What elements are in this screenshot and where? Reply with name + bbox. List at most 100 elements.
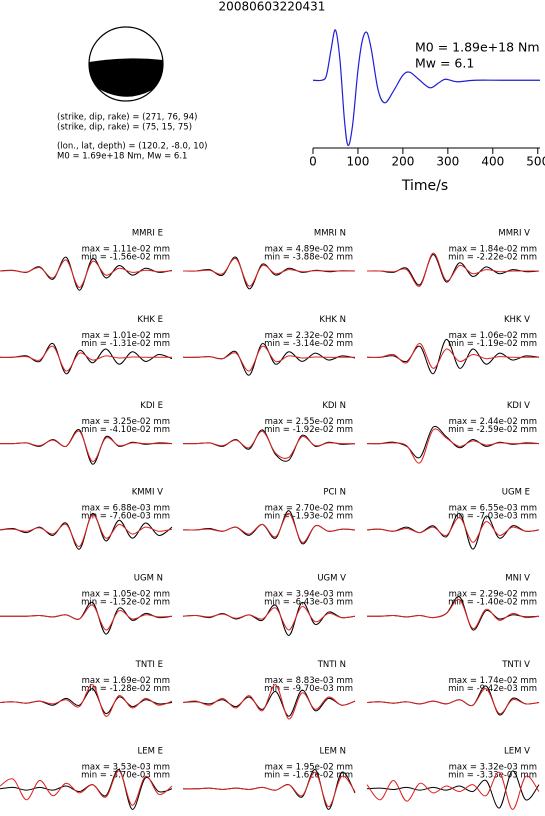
mechanism-text: (strike, dip, rake) = (75, 15, 75) — [57, 123, 192, 133]
max-label: max = 1.01e-02 mm — [82, 331, 170, 341]
annotation: M0 = 1.89e+18 Nm — [415, 40, 540, 55]
station-label: UGM N — [134, 574, 163, 584]
station-label: MNI V — [505, 574, 530, 584]
max-label: max = 3.25e-02 mm — [82, 417, 170, 427]
synthetic-trace — [182, 345, 355, 372]
mechanism-text: M0 = 1.69e+18 Nm, Mw = 6.1 — [57, 152, 187, 162]
synthetic-trace — [0, 430, 172, 462]
moment-rate-line — [312, 29, 541, 147]
max-label: max = 2.70e-02 mm — [265, 503, 353, 513]
min-label: min = -3.14e-02 mm — [264, 339, 353, 349]
x-tick-label: 0 — [309, 155, 317, 169]
max-label: max = 2.55e-02 mm — [265, 417, 353, 427]
max-label: max = 3.94e-03 mm — [265, 590, 353, 600]
max-label: max = 1.74e-02 mm — [449, 676, 537, 686]
station-label: MMRI E — [132, 229, 163, 239]
min-label: min = -7.60e-03 mm — [81, 511, 170, 521]
min-label: min = -1.31e-02 mm — [81, 339, 170, 349]
synthetic-trace — [366, 428, 539, 464]
synthetic-trace — [366, 343, 539, 369]
synthetic-trace — [0, 684, 173, 717]
x-tick-label: 300 — [436, 155, 459, 169]
station-label: KDI N — [322, 401, 346, 411]
observed-trace — [182, 601, 356, 636]
station-label: TNTI N — [317, 660, 346, 670]
min-label: min = -9.70e-03 mm — [264, 684, 353, 694]
synthetic-trace — [182, 606, 356, 631]
min-label: min = -2.59e-02 mm — [448, 425, 537, 435]
max-label: max = 2.44e-02 mm — [449, 417, 537, 427]
max-label: max = 1.95e-02 mm — [265, 762, 353, 772]
synthetic-trace — [0, 604, 173, 631]
station-label: PCI N — [323, 487, 346, 497]
station-label: TNTI E — [135, 660, 163, 670]
station-label: KDI E — [140, 401, 163, 411]
min-label: min = -1.62e-02 mm — [264, 770, 353, 780]
station-label: UGM E — [502, 487, 530, 497]
min-label: min = -3.88e-02 mm — [264, 253, 353, 263]
max-label: max = 8.83e-03 mm — [265, 676, 353, 686]
min-label: min = -1.40e-02 mm — [448, 598, 537, 608]
station-label: MMRI N — [314, 229, 346, 239]
observed-trace — [0, 769, 173, 810]
station-label: TNTI V — [501, 660, 530, 670]
station-label: LEM V — [504, 746, 530, 756]
synthetic-trace — [366, 688, 540, 715]
beachball — [88, 26, 164, 102]
max-label: max = 6.88e-03 mm — [82, 503, 170, 513]
synthetic-trace — [182, 512, 356, 543]
synthetic-trace — [366, 771, 540, 810]
max-label: max = 3.53e-03 mm — [82, 762, 170, 772]
mechanism-text: (lon., lat, depth) = (120.2, -8.0, 10) — [57, 142, 207, 152]
min-label: min = -1.52e-02 mm — [81, 598, 170, 608]
station-label: LEM N — [319, 746, 346, 756]
station-label: UGM V — [317, 574, 346, 584]
max-label: max = 1.84e-02 mm — [449, 245, 537, 255]
min-label: min = -3.33e-03 mm — [448, 770, 537, 780]
min-label: min = -1.92e-02 mm — [264, 425, 353, 435]
synthetic-trace — [182, 430, 356, 459]
synthetic-trace — [0, 259, 173, 289]
station-label: MMRI V — [498, 229, 530, 239]
station-label: KDI V — [507, 401, 530, 411]
observed-trace — [366, 254, 540, 286]
station-label: KHK V — [504, 315, 530, 325]
observed-trace — [182, 689, 356, 717]
min-label: min = -2.22e-02 mm — [448, 253, 537, 263]
x-tick-label: 500 — [526, 155, 545, 169]
min-label: min = -9.42e-03 mm — [448, 684, 537, 694]
synthetic-trace — [366, 598, 540, 630]
min-label: min = -1.28e-02 mm — [81, 684, 170, 694]
synthetic-trace — [0, 770, 173, 806]
max-label: max = 1.06e-02 mm — [449, 331, 537, 341]
synthetic-trace — [182, 771, 356, 808]
x-tick-label: 200 — [391, 155, 414, 169]
synthetic-trace — [0, 345, 172, 372]
observed-trace — [366, 770, 540, 809]
max-label: max = 1.69e-02 mm — [82, 676, 170, 686]
min-label: min = -1.19e-02 mm — [448, 339, 537, 349]
synthetic-trace — [366, 252, 539, 287]
x-tick-label: 400 — [481, 155, 504, 169]
max-label: max = 1.11e-02 mm — [82, 245, 170, 255]
min-label: min = -7.03e-03 mm — [448, 511, 537, 521]
annotation: Mw = 6.1 — [415, 56, 474, 71]
max-label: max = 6.55e-03 mm — [449, 503, 537, 513]
synthetic-trace — [0, 514, 173, 547]
x-axis-label: Time/s — [401, 178, 448, 194]
min-label: min = -1.56e-02 mm — [81, 253, 170, 263]
x-tick-label: 100 — [346, 155, 369, 169]
max-label: max = 1.05e-02 mm — [82, 590, 170, 600]
max-label: max = 4.89e-02 mm — [265, 245, 353, 255]
mechanism-text: (strike, dip, rake) = (271, 76, 94) — [57, 113, 197, 123]
station-label: KMMI V — [132, 487, 163, 497]
synthetic-trace — [182, 684, 356, 720]
max-label: max = 2.32e-02 mm — [265, 331, 353, 341]
station-label: KHK N — [319, 315, 346, 325]
synthetic-trace — [366, 517, 540, 543]
min-label: min = -6.43e-03 mm — [264, 598, 353, 608]
max-label: max = 3.32e-03 mm — [449, 762, 537, 772]
min-label: min = -1.93e-02 mm — [264, 511, 353, 521]
